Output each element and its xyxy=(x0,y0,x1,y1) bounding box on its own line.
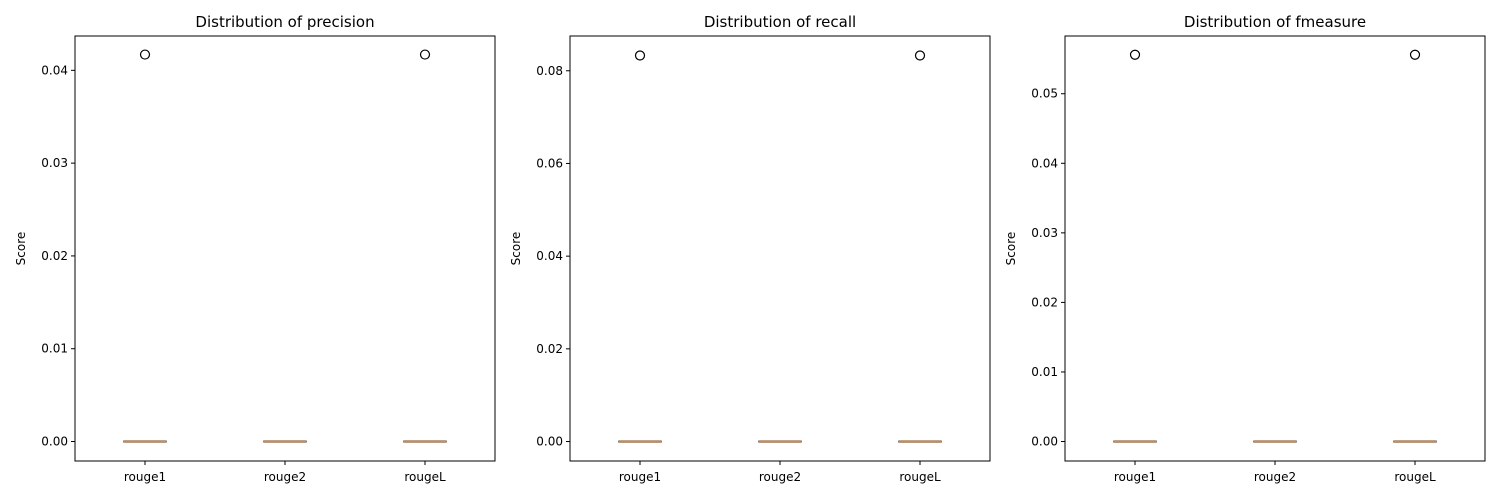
chart-panel-3: Distribution of fmeasure Score 0.00 0.01 0.0… xyxy=(1004,13,1486,484)
chart-title: Distribution of precision xyxy=(195,13,374,31)
y-tick-label: 0.01 xyxy=(1031,365,1058,379)
box-rougeL xyxy=(898,50,942,443)
box-rougeL xyxy=(1393,49,1437,443)
box-rouge1 xyxy=(123,49,167,443)
outlier-point xyxy=(634,50,646,61)
box-rouge2 xyxy=(758,440,802,443)
y-tick-label: 0.02 xyxy=(41,249,68,263)
y-tick-label: 0.00 xyxy=(41,435,68,449)
y-axis-label: Score xyxy=(1004,232,1018,266)
y-axis-label: Score xyxy=(14,232,28,266)
outlier-point xyxy=(139,49,151,60)
y-tick-label: 0.06 xyxy=(536,156,563,170)
x-tick-label: rouge2 xyxy=(759,470,801,484)
outlier-point xyxy=(1129,49,1141,60)
chart-panel-1: Distribution of precision Score 0.00 0.01 0.… xyxy=(14,13,496,484)
box-rouge1 xyxy=(1113,49,1157,443)
y-tick-label: 0.04 xyxy=(41,63,68,77)
axes-frame xyxy=(1064,35,1486,462)
x-tick-label: rougeL xyxy=(1394,470,1436,484)
y-tick-label: 0.08 xyxy=(536,64,563,78)
y-tick-label: 0.04 xyxy=(1031,156,1058,170)
x-tick-label: rougeL xyxy=(899,470,941,484)
outlier-point xyxy=(419,49,431,60)
box-rougeL xyxy=(403,49,447,443)
y-tick-label: 0.02 xyxy=(1031,295,1058,309)
x-tick-label: rougeL xyxy=(404,470,446,484)
x-tick-label: rouge2 xyxy=(1254,470,1296,484)
x-tick-label: rouge1 xyxy=(124,470,166,484)
y-tick-label: 0.03 xyxy=(41,156,68,170)
chart-title: Distribution of recall xyxy=(704,13,856,31)
axes-frame xyxy=(569,35,991,462)
outlier-point xyxy=(1409,49,1421,60)
y-axis-label: Score xyxy=(509,232,523,266)
y-tick-label: 0.01 xyxy=(41,342,68,356)
chart-panel-2: Distribution of recall Score 0.00 0.02 0.04 0… xyxy=(509,13,991,484)
y-tick-label: 0.02 xyxy=(536,342,563,356)
chart-title: Distribution of fmeasure xyxy=(1184,13,1366,31)
box-rouge1 xyxy=(618,50,662,443)
x-tick-label: rouge1 xyxy=(619,470,661,484)
y-tick-label: 0.03 xyxy=(1031,226,1058,240)
x-tick-label: rouge1 xyxy=(1114,470,1156,484)
x-tick-label: rouge2 xyxy=(264,470,306,484)
y-tick-label: 0.00 xyxy=(1031,435,1058,449)
box-rouge2 xyxy=(263,440,307,443)
axes-frame xyxy=(74,35,496,462)
y-tick-label: 0.04 xyxy=(536,249,563,263)
box-rouge2 xyxy=(1253,440,1297,443)
outlier-point xyxy=(914,50,926,61)
y-tick-label: 0.00 xyxy=(536,435,563,449)
y-tick-label: 0.05 xyxy=(1031,87,1058,101)
